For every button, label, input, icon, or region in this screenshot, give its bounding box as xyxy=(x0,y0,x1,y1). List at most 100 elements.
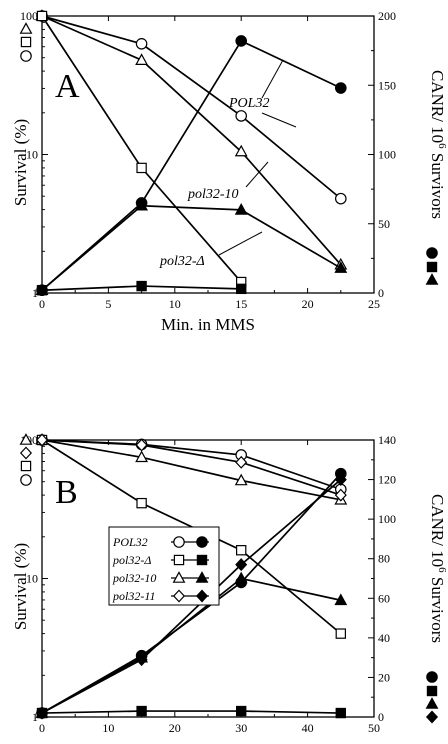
series-pol32-open xyxy=(36,10,247,288)
data-point-diamond xyxy=(334,473,347,487)
panel-b-right-symbol-key xyxy=(425,671,439,724)
data-point-diamond xyxy=(35,433,49,447)
data-point-square xyxy=(136,497,147,509)
panel-b-y-axis-right: CANR/ 106 Survivors xyxy=(428,494,448,643)
panel-a-letter: A xyxy=(55,68,80,105)
square-filled-key-icon xyxy=(426,685,438,697)
panel-b-ytick-right-label: 140 xyxy=(378,433,396,447)
data-point-square xyxy=(36,10,48,22)
panel-b-xtick-label: 40 xyxy=(302,721,314,735)
triangle-open-key-icon xyxy=(19,433,33,445)
legend-square-filled-icon xyxy=(196,554,208,566)
series-line xyxy=(41,15,342,266)
data-point-square xyxy=(335,707,347,719)
legend-circle-open-icon xyxy=(173,536,185,548)
data-point-diamond xyxy=(235,558,248,572)
series-pol32-10-open xyxy=(35,9,348,270)
annotation-pol32: pol32-Δ xyxy=(159,231,263,269)
legend-square-open-icon xyxy=(173,554,185,566)
panel-b-ytick-right-label: 100 xyxy=(378,512,396,526)
panel-a-left-symbol-key xyxy=(19,22,33,62)
panel-a-ytick-left-label: 10 xyxy=(26,148,38,162)
legend-item-label: pol32-Δ xyxy=(112,553,151,567)
square-filled-key-icon xyxy=(426,261,438,273)
panel-b-letter: B xyxy=(55,474,78,511)
panel-b-ytick-left-label: 1 xyxy=(32,710,38,724)
triangle-filled-key-icon xyxy=(425,697,439,709)
data-point-square xyxy=(136,162,147,174)
data-point-diamond xyxy=(334,488,347,502)
legend-triangle-open-icon xyxy=(172,571,186,583)
panel-a-ytick-right-label: 150 xyxy=(378,78,396,92)
legend: POL32 pol32-Δ pol32-10 pol32-11 xyxy=(108,526,220,606)
panel-b-ytick-right-label: 80 xyxy=(378,552,390,566)
panel-a-ytick-right-label: 0 xyxy=(378,286,384,300)
data-point-triangle xyxy=(234,473,248,486)
panel-b-xtick-label: 20 xyxy=(169,721,181,735)
y-axis-right-label-rest: Survivors xyxy=(428,149,447,219)
data-point-circle xyxy=(135,37,148,50)
data-point-circle xyxy=(334,82,347,94)
series-line xyxy=(41,439,341,501)
legend-triangle-filled-icon xyxy=(195,571,209,583)
data-point-triangle xyxy=(234,571,248,584)
annotation-leader-line xyxy=(218,231,263,256)
series-line xyxy=(41,15,342,200)
panel-b-ytick-right-label: 60 xyxy=(378,591,390,605)
panel-b-y-axis-right-label: CANR/ 106 Survivors xyxy=(428,494,448,643)
circle-open-key-icon xyxy=(20,50,32,62)
panel-b-ytick-right-label: 120 xyxy=(378,473,396,487)
data-point-diamond xyxy=(35,706,49,720)
panel-a: 0 5 10 15 20 25 1 10 100 0 50 100 150 200 Min. in MMS S… xyxy=(11,9,448,334)
legend-item-label: POL32 xyxy=(112,535,148,549)
series-line xyxy=(41,577,341,714)
panel-a-frame xyxy=(41,15,375,294)
data-point-triangle xyxy=(135,450,149,463)
data-point-diamond xyxy=(135,438,148,452)
panel-a-ytick-right-label: 50 xyxy=(378,217,390,231)
panel-a-right-symbol-key xyxy=(425,247,439,285)
annotation-leader-line-2 xyxy=(261,59,284,99)
data-point-triangle xyxy=(334,261,348,273)
data-point-square xyxy=(236,283,247,295)
legend-circle-filled-icon xyxy=(196,536,208,548)
data-point-diamond xyxy=(135,653,148,667)
data-point-triangle xyxy=(135,198,149,211)
panel-b-ytick-right-label: 0 xyxy=(378,710,384,724)
annotation-label: pol32-10 xyxy=(187,187,239,202)
data-point-square xyxy=(136,705,147,717)
series-pol32-open xyxy=(36,10,347,205)
triangle-filled-key-icon xyxy=(425,273,439,285)
data-point-square xyxy=(36,285,48,296)
panel-b-xtick-label: 10 xyxy=(102,721,114,735)
square-open-key-icon xyxy=(20,36,32,48)
panel-b-y-axis-left: Survival (%) xyxy=(11,543,30,630)
series-pol32-filled xyxy=(36,280,247,296)
legend-diamond-filled-icon xyxy=(195,589,209,603)
panel-a-xtick-label: 25 xyxy=(368,297,380,311)
diamond-open-key-icon xyxy=(19,446,33,460)
y-axis-right-label-superscript: 6 xyxy=(436,143,448,149)
series-pol32-filled xyxy=(36,705,347,719)
series-line xyxy=(41,39,342,291)
diamond-filled-key-icon xyxy=(425,710,439,724)
annotation-leader-line xyxy=(245,161,269,188)
data-point-square xyxy=(236,705,247,717)
panel-b: 01020304050110100020406080100120140UV Do… xyxy=(11,433,448,744)
panel-a-xtick-label: 5 xyxy=(105,297,111,311)
legend-diamond-open-icon xyxy=(172,589,186,603)
series-pol32-open xyxy=(36,434,347,496)
panel-a-ytick-left-label: 100 xyxy=(20,9,38,23)
data-point-triangle xyxy=(234,144,248,157)
panel-a-y-axis-left: Survival (%) xyxy=(11,119,30,206)
panel-a-ytick-right-label: 100 xyxy=(378,148,396,162)
panel-a-xtick-label: 15 xyxy=(235,297,247,311)
panel-a-x-axis-label: Min. in MMS xyxy=(161,315,255,334)
circle-open-key-icon xyxy=(20,474,32,486)
annotation-pol32: POL32 xyxy=(228,96,297,128)
data-point-triangle xyxy=(334,593,348,606)
panel-a-y-axis-right-label: CANR/ 106 Survivors xyxy=(428,70,448,219)
panel-b-ytick-right-label: 20 xyxy=(378,670,390,684)
annotation-leader-line xyxy=(261,112,297,128)
data-point-triangle xyxy=(234,203,248,215)
